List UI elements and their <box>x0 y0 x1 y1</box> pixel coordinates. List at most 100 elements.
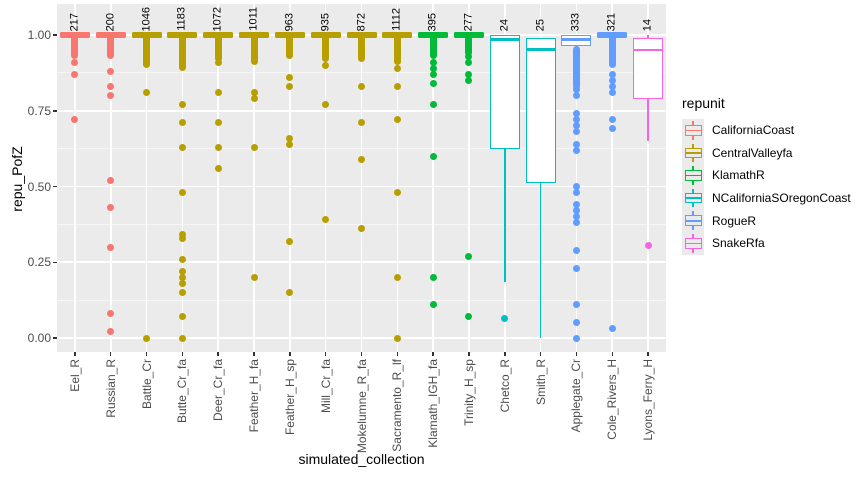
outlier-dot <box>286 289 294 297</box>
key-median-line <box>684 129 702 132</box>
outlier-dot <box>178 289 186 297</box>
y-tick-label: 0.50 <box>27 179 51 194</box>
count-label: 1046 <box>140 6 153 31</box>
x-tick-label: Battle_Cr <box>139 359 154 410</box>
x-tick-label: Feather_H_fa <box>247 359 262 433</box>
x-tick-mark <box>181 352 184 356</box>
outlier-dot <box>214 119 222 127</box>
outlier-dot <box>107 204 115 212</box>
x-tick-mark <box>396 352 399 356</box>
outlier-dot <box>107 328 115 336</box>
x-tick-mark <box>575 352 578 356</box>
key-median-line <box>684 174 702 177</box>
count-label: 963 <box>283 12 296 31</box>
outlier-streak <box>107 32 115 60</box>
count-label: 1072 <box>211 6 224 31</box>
outlier-dot <box>107 176 115 184</box>
gridline-vertical <box>74 4 76 352</box>
outlier-dot <box>143 89 151 97</box>
outlier-streak <box>608 32 616 69</box>
boxplot-collapsed-box <box>167 32 198 38</box>
count-label: 935 <box>319 12 332 31</box>
y-tick-label: 0.75 <box>27 103 51 118</box>
outlier-dot <box>358 155 365 163</box>
outlier-dot <box>250 89 258 97</box>
boxplot-collapsed-box <box>382 32 413 38</box>
legend-label: CaliforniaCoast <box>712 123 795 138</box>
x-tick-label: Mill_Cr_fa <box>318 359 333 414</box>
outlier-dot <box>608 70 616 78</box>
outlier-dot <box>465 58 473 66</box>
x-tick-mark <box>217 352 219 356</box>
outlier-dot <box>572 334 580 342</box>
outlier-dot <box>358 225 365 233</box>
outlier-dot <box>572 92 580 100</box>
outlier-dot <box>107 92 115 100</box>
outlier-dot <box>286 237 294 245</box>
boxplot-collapsed-box <box>346 32 377 38</box>
median-line <box>525 48 556 51</box>
whisker-lower <box>539 183 542 338</box>
outlier-dot <box>178 313 186 321</box>
outlier-dot <box>250 273 258 281</box>
outlier-dot <box>572 122 580 130</box>
gridline-vertical <box>324 4 327 352</box>
outlier-streak <box>465 32 473 57</box>
gridline-vertical <box>253 4 255 352</box>
x-tick-mark <box>145 352 148 356</box>
outlier-dot <box>178 255 186 263</box>
x-tick-label: Trinity_H_sp <box>461 359 476 426</box>
outlier-dot <box>608 89 616 97</box>
key-median-line <box>684 219 702 222</box>
count-label: 14 <box>641 18 654 31</box>
boxplot-collapsed-box <box>131 32 162 38</box>
x-tick-mark <box>468 352 470 356</box>
outlier-dot <box>71 70 79 78</box>
outlier-dot <box>178 143 186 151</box>
legend-item: SnakeRfa <box>682 231 851 255</box>
outlier-streak <box>286 32 294 60</box>
outlier-dot <box>572 86 580 94</box>
outlier-dot <box>358 83 365 90</box>
outlier-dot <box>572 116 580 124</box>
outlier-dot <box>322 101 330 109</box>
outlier-dot <box>107 310 115 318</box>
whisker-lower <box>647 98 649 142</box>
outlier-dot <box>572 146 580 154</box>
key-median-line <box>684 242 702 245</box>
outlier-dot <box>358 119 365 127</box>
count-label: 277 <box>462 12 475 31</box>
outlier-dot <box>322 61 330 69</box>
x-tick-label: Mokelumne_R_fa <box>354 359 369 454</box>
outlier-dot <box>608 116 616 124</box>
outlier-dot <box>214 143 222 151</box>
gridline-vertical <box>181 4 184 352</box>
outlier-dot <box>393 83 401 90</box>
outlier-dot <box>178 267 186 275</box>
legend-item: CentralValleyfa <box>682 141 851 165</box>
boxplot-collapsed-box <box>239 32 270 38</box>
outlier-dot <box>572 189 580 197</box>
count-label: 872 <box>355 12 367 31</box>
x-tick-label: Lyons_Ferry_H <box>641 359 656 441</box>
x-tick-mark <box>324 352 327 356</box>
outlier-dot <box>178 273 186 281</box>
outlier-streak <box>572 45 580 90</box>
x-tick-mark <box>611 352 613 356</box>
outlier-dot <box>429 152 437 160</box>
boxplot-box <box>633 38 664 99</box>
legend-item: NCaliforniaSOregonCoast <box>682 186 851 210</box>
outlier-dot <box>644 242 652 250</box>
outlier-dot <box>429 79 437 87</box>
x-tick-mark <box>289 352 291 356</box>
gridline-vertical <box>360 4 363 352</box>
x-tick-label: Smith_R <box>533 359 548 406</box>
boxplot-collapsed-box <box>274 32 305 38</box>
y-tick-mark <box>52 34 57 36</box>
key-median-line <box>684 197 702 199</box>
legend-label: CentralValleyfa <box>712 145 793 160</box>
outlier-dot <box>501 314 509 322</box>
legend-item: CaliforniaCoast <box>682 119 851 142</box>
x-tick-label: Russian_R <box>103 359 118 418</box>
outlier-dot <box>214 89 222 97</box>
